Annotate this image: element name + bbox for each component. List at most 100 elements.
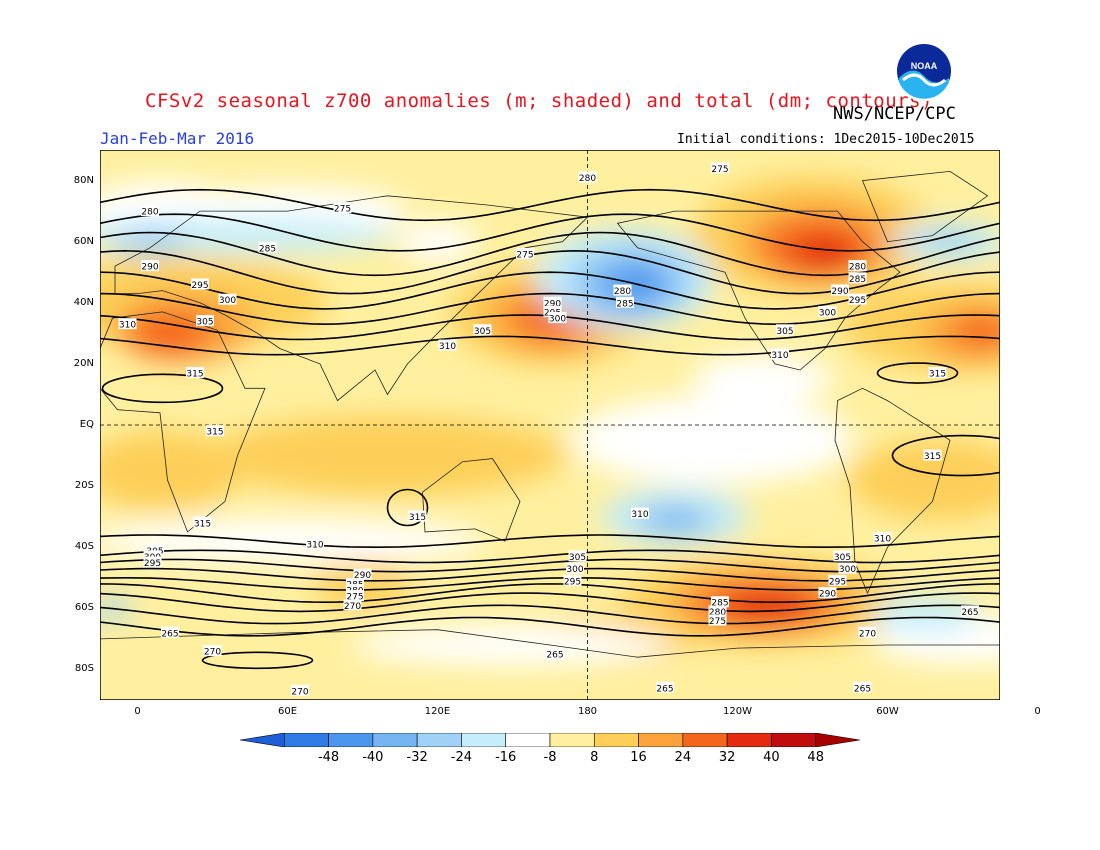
contour-label: 280 (578, 171, 597, 184)
latitude-label: 40S (74, 541, 94, 553)
svg-text:270: 270 (291, 687, 308, 697)
svg-text:265: 265 (546, 651, 563, 661)
svg-text:290: 290 (354, 571, 371, 581)
contour-label: 265 (853, 681, 872, 694)
contour-label: 305 (776, 324, 794, 337)
land-outline (861, 170, 989, 243)
svg-text:305: 305 (196, 318, 213, 328)
contour-line (100, 213, 1000, 252)
contour-label: 280 (708, 605, 727, 618)
contour-label: 265 (161, 626, 179, 639)
svg-text:265: 265 (961, 608, 978, 618)
color-bar-tick-label: -8 (543, 750, 557, 765)
contour-labels: 2802752802752852902953003053102752902953… (118, 162, 979, 697)
contour-label: 295 (143, 556, 162, 569)
svg-text:315: 315 (186, 370, 203, 380)
svg-text:290: 290 (831, 287, 848, 297)
map-title: CFSv2 seasonal z700 anomalies (m; shaded… (145, 90, 933, 112)
latitude-label: 60N (73, 235, 94, 247)
color-bar-tick-label: -40 (362, 750, 384, 765)
contour-label: 290 (353, 568, 372, 581)
svg-text:300: 300 (839, 565, 856, 575)
contour-label: 270 (291, 684, 309, 697)
svg-text:295: 295 (191, 281, 208, 291)
contour-label: 315 (186, 367, 204, 380)
svg-text:280: 280 (614, 287, 631, 297)
contour-loop (386, 488, 429, 527)
color-bar-tick-label: 32 (718, 750, 736, 765)
contour-label: 310 (118, 318, 137, 331)
svg-text:315: 315 (206, 428, 223, 438)
contour-label: 290 (831, 284, 849, 297)
svg-text:265: 265 (656, 684, 673, 694)
contour-label: 275 (346, 590, 364, 603)
contour-label: 315 (193, 516, 212, 529)
color-bar-tick-label: 16 (630, 750, 647, 765)
color-bar-tick-label: 24 (674, 750, 692, 765)
color-bar-cell (638, 733, 684, 747)
color-bar-cell (505, 733, 551, 747)
svg-text:280: 280 (709, 608, 726, 618)
svg-text:275: 275 (516, 250, 533, 260)
contour-line (100, 249, 1000, 295)
agency-label: NWS/NCEP/CPC (833, 104, 956, 124)
contour-label: 305 (196, 315, 214, 328)
contour-label: 280 (613, 284, 632, 297)
svg-text:295: 295 (849, 296, 866, 306)
svg-text:275: 275 (709, 617, 726, 627)
svg-text:300: 300 (819, 308, 836, 318)
contour-label: 265 (656, 681, 674, 694)
svg-text:290: 290 (544, 299, 561, 309)
svg-text:300: 300 (219, 296, 236, 306)
color-bar-cell (240, 733, 285, 747)
contour-label: 270 (343, 599, 362, 612)
svg-text:290: 290 (819, 590, 836, 600)
land-outline (834, 387, 951, 595)
contour-line (100, 292, 1000, 326)
contour-label: 300 (218, 293, 237, 306)
svg-text:280: 280 (849, 263, 866, 273)
longitude-label: 60E (277, 706, 298, 717)
color-bar-tick-label: -48 (317, 750, 340, 765)
contour-label: 300 (548, 312, 567, 325)
svg-text:280: 280 (141, 208, 158, 218)
contour-line (100, 335, 1000, 356)
contour-label: 275 (333, 202, 352, 215)
contour-line (100, 567, 1000, 582)
contour-label: 290 (818, 587, 837, 600)
contour-label: 305 (568, 550, 587, 563)
contour-label: 270 (858, 626, 877, 639)
longitude-label: 0 (1034, 706, 1041, 717)
svg-text:315: 315 (194, 519, 211, 529)
color-bar-cell (682, 733, 728, 747)
contour-loop (891, 434, 1000, 477)
contour-label: 275 (516, 247, 534, 260)
contour-label: 310 (438, 339, 457, 352)
anomaly-map: 2802752802752852902953003053102752902953… (100, 150, 1000, 700)
contour-label: 285 (616, 296, 634, 309)
contour-label: 310 (873, 532, 892, 545)
land-outline (100, 311, 266, 533)
svg-text:315: 315 (409, 513, 426, 523)
contour-label: 265 (961, 605, 979, 618)
latitude-label: 80N (73, 174, 94, 186)
contour-label: 270 (203, 645, 222, 658)
color-bar-cell (461, 733, 507, 747)
svg-text:280: 280 (579, 174, 596, 184)
svg-text:315: 315 (929, 370, 946, 380)
color-bar-tick-label: 40 (763, 750, 780, 765)
color-bar-cell (815, 733, 860, 747)
svg-text:270: 270 (859, 629, 876, 639)
contour-label: 300 (838, 562, 857, 575)
latitude-label: 40N (73, 296, 94, 308)
longitude-label: 120E (424, 706, 451, 717)
svg-text:300: 300 (549, 315, 566, 325)
contour-label: 285 (848, 272, 867, 285)
contour-label: 315 (206, 425, 224, 438)
color-bar-tick-label: -16 (495, 750, 517, 765)
noaa-logo: NOAA (894, 41, 954, 101)
latitude-label: 60S (74, 602, 94, 614)
contour-line (100, 592, 1000, 613)
svg-text:310: 310 (631, 510, 648, 520)
contour-label: 275 (711, 162, 729, 175)
